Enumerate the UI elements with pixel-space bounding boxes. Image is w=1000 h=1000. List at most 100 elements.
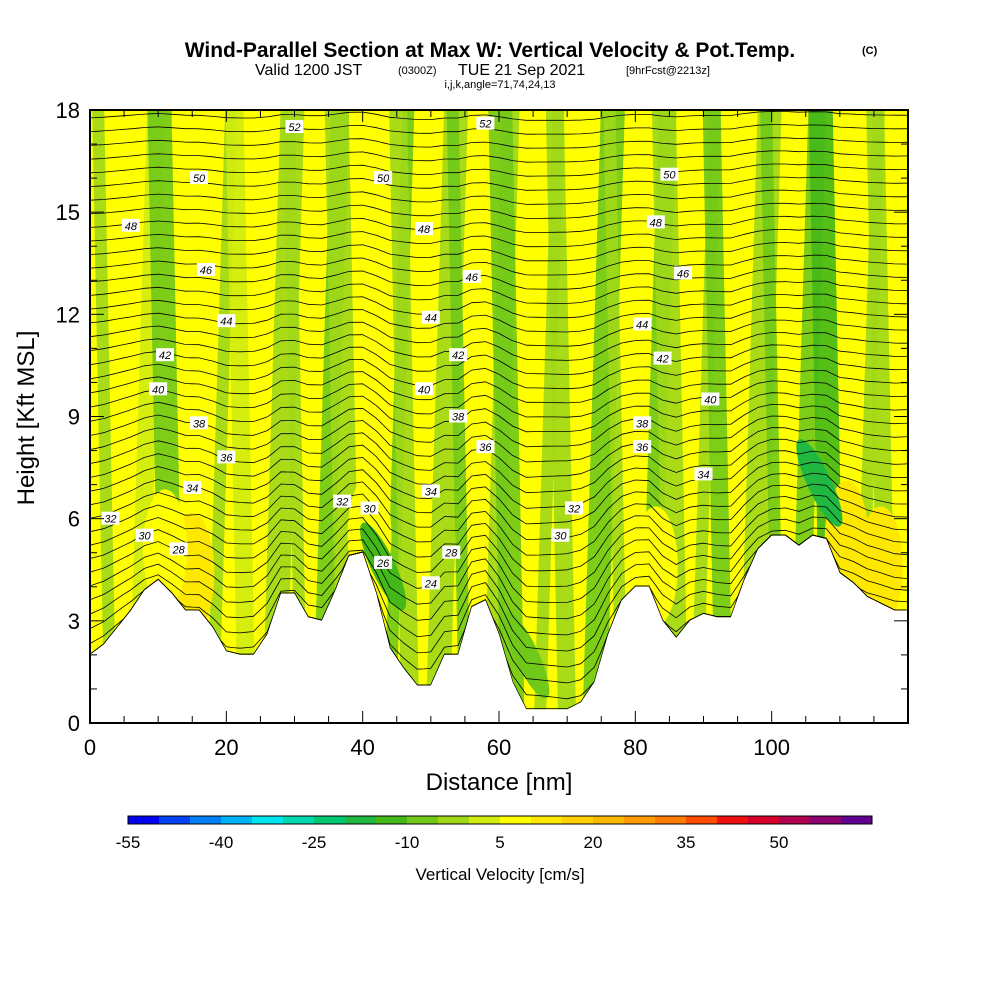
contour-label-text: 40 <box>704 394 717 406</box>
contour-label-text: 28 <box>171 544 185 556</box>
contour-label-bg <box>653 351 672 365</box>
theta-contour-line <box>90 516 908 603</box>
contour-label-text: 38 <box>193 418 206 430</box>
contour-label: 48 <box>121 218 140 233</box>
contour-label-text: 44 <box>425 313 437 325</box>
contour-label: 44 <box>421 310 440 325</box>
contour-label-text: 32 <box>336 497 348 509</box>
colorbar-swatch <box>128 816 160 824</box>
contour-label-bg <box>442 545 461 559</box>
theta-contour-line <box>90 403 908 448</box>
copyright-mark: (C) <box>862 45 878 57</box>
colorbar-swatch <box>438 816 470 824</box>
theta-contour-line <box>90 137 908 149</box>
colorbar-tick-label: -10 <box>395 833 420 852</box>
contour-label: 42 <box>653 351 672 366</box>
contour-label: 34 <box>694 467 713 481</box>
theta-contour-line <box>90 98 908 106</box>
theta-contour-line <box>90 280 908 304</box>
colorbar-swatch <box>407 816 439 824</box>
contour-label-bg <box>374 555 393 569</box>
contour-label-bg <box>121 218 140 232</box>
y-axis-label: Height [Kft MSL] <box>13 331 40 506</box>
contour-label-bg <box>449 409 468 423</box>
theta-contour-line <box>90 215 908 233</box>
section-params: i,j,k,angle=71,74,24,13 <box>444 79 555 91</box>
contour-label-bg <box>217 450 236 464</box>
contour-label-text: 36 <box>220 452 233 464</box>
contour-label: 24 <box>421 576 440 590</box>
theta-contour-line <box>90 267 908 290</box>
contour-label-text: 36 <box>636 442 649 454</box>
contour-label-text: 30 <box>363 503 376 515</box>
x-tick-label: 20 <box>214 735 238 760</box>
colorbar-swatch <box>345 816 377 824</box>
contour-label: 52 <box>285 120 304 134</box>
weak-motion-band <box>283 110 308 723</box>
y-tick-label: 0 <box>68 711 80 736</box>
contour-label-text: 32 <box>568 503 580 515</box>
theta-contour-line <box>90 332 908 361</box>
x-axis: 0 20 40 60 80 100 <box>84 110 909 760</box>
colorbar-tick-label: 35 <box>677 833 696 852</box>
contour-label-text: 48 <box>418 224 431 236</box>
contour-label-bg <box>374 171 393 185</box>
valid-date-text: TUE 21 Sep 2021 <box>458 62 585 79</box>
contour-label-bg <box>476 440 495 454</box>
colorbar-swatch <box>190 816 222 824</box>
colorbar-tick-label: 5 <box>495 833 504 852</box>
contour-label: 32 <box>564 501 583 515</box>
contour-label-text: 40 <box>152 384 165 396</box>
contour-label-bg <box>633 440 652 454</box>
contour-label: 40 <box>149 382 168 396</box>
contour-label-bg <box>415 382 434 396</box>
contour-label-bg <box>155 348 174 362</box>
contour-label: 52 <box>476 116 495 131</box>
contour-label-text: 34 <box>425 486 437 498</box>
theta-contour-line <box>90 438 908 494</box>
weak-motion-band <box>651 110 689 723</box>
terrain-surface <box>90 535 908 723</box>
contour-label-text: 34 <box>697 469 709 481</box>
contour-label-text: 48 <box>125 221 138 233</box>
contour-label-text: 52 <box>479 119 491 131</box>
contour-label-bg <box>183 481 202 495</box>
colorbar-tick-label: -25 <box>302 833 327 852</box>
contour-label-bg <box>646 215 665 229</box>
contour-label: 50 <box>660 167 679 182</box>
y-tick-label: 15 <box>56 200 80 225</box>
contour-label: 30 <box>551 528 570 543</box>
contour-label-bg <box>633 416 652 430</box>
contour-label-text: 32 <box>104 514 116 526</box>
contour-label-bg <box>421 576 440 590</box>
colorbar-tick-label: -55 <box>116 833 141 852</box>
chart-title: Wind-Parallel Section at Max W: Vertical… <box>185 39 796 62</box>
contour-label-text: 28 <box>444 548 458 560</box>
contour-label: 38 <box>633 416 652 430</box>
colorbar-ticks: -55 -40 -25 -10 5 20 35 50 <box>116 833 789 852</box>
contour-label: 44 <box>633 317 652 332</box>
contour-label: 36 <box>633 440 652 454</box>
contour-label-text: 38 <box>452 412 465 424</box>
contour-label-text: 46 <box>466 272 479 284</box>
x-tick-label: 100 <box>753 735 790 760</box>
colorbar-swatch <box>531 816 563 824</box>
contour-label-bg <box>633 317 652 331</box>
colorbar-swatch <box>717 816 749 824</box>
contour-label: 28 <box>442 545 461 560</box>
contour-label-text: 34 <box>186 483 198 495</box>
contour-label: 48 <box>415 222 434 236</box>
theta-contour-line <box>90 150 908 163</box>
contour-label-bg <box>217 314 236 328</box>
contour-label-bg <box>701 392 720 406</box>
contour-label-text: 50 <box>663 170 676 182</box>
x-tick-label: 40 <box>350 735 374 760</box>
updraft-core <box>142 489 187 610</box>
theta-contour-line <box>90 189 908 205</box>
contour-label: 38 <box>190 416 209 430</box>
theta-contour-line <box>90 415 908 463</box>
contour-label: 40 <box>415 382 434 396</box>
colorbar-swatch <box>779 816 811 824</box>
downdraft-core <box>796 439 843 527</box>
